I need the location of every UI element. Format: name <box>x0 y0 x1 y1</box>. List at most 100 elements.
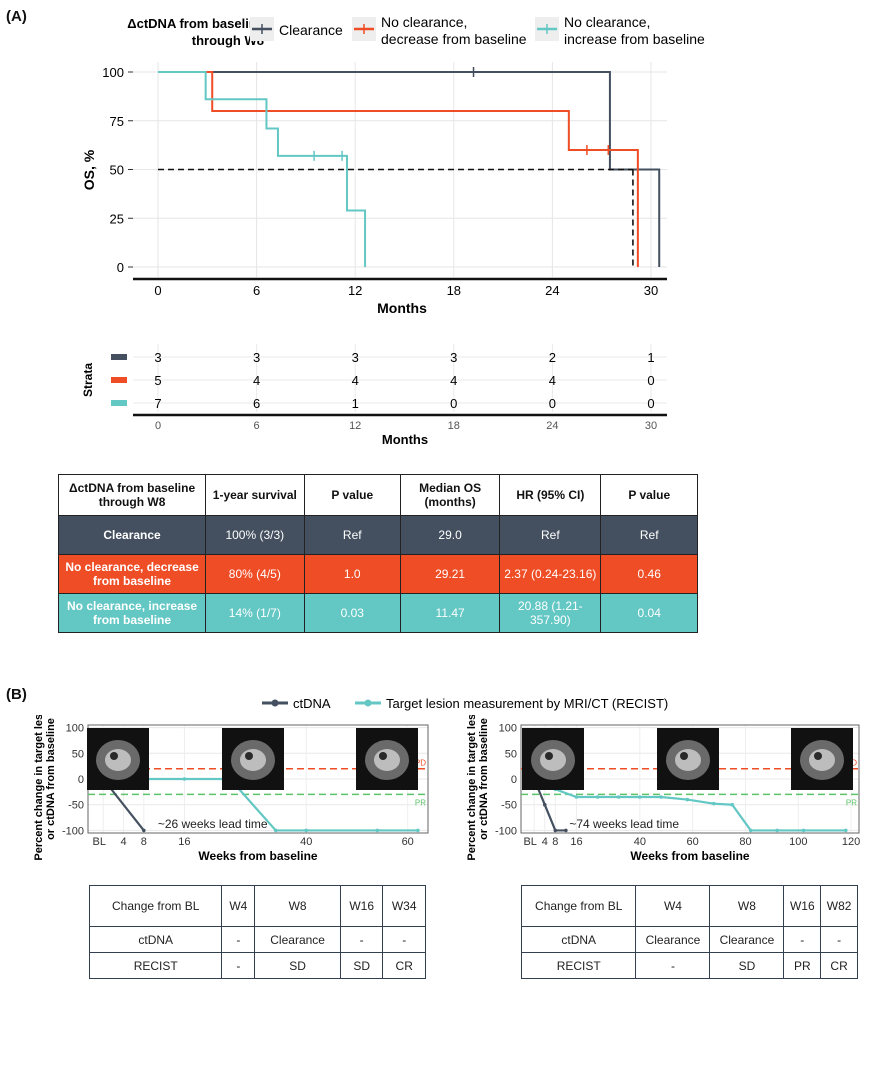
recist-point <box>711 801 716 806</box>
risk-count: 4 <box>549 373 556 388</box>
km-xtick-label: 18 <box>447 283 461 298</box>
stats-cell: No clearance, increase from baseline <box>57 593 207 633</box>
legend-decrease-line2: decrease from baseline <box>381 31 527 47</box>
lesion-xtick-label: 8 <box>552 836 558 848</box>
table-cell: W16 <box>339 885 384 927</box>
km-xtick-label: 24 <box>545 283 559 298</box>
recist-series-line <box>103 777 418 832</box>
stats-cell: Ref <box>499 515 602 555</box>
recist-point <box>748 828 753 833</box>
recist-point <box>375 828 380 833</box>
lesion-xlabel: Weeks from baseline <box>630 849 749 863</box>
recist-point <box>730 802 735 807</box>
km-axes: 0 25 50 75 100 0 6 12 18 24 30 <box>102 65 667 298</box>
table-cell: - <box>221 926 256 953</box>
legend-decrease-line1: No clearance, <box>381 14 467 30</box>
lead-time-annotation: ~74 weeks lead time <box>569 817 679 831</box>
lead-time-annotation: ~26 weeks lead time <box>158 817 268 831</box>
table-cell: W82 <box>820 885 858 927</box>
stats-cell: 0.03 <box>303 593 402 633</box>
scan-thumbnail-detail <box>379 752 387 760</box>
km-xlabel: Months <box>377 300 427 316</box>
lesion-xtick-label: BL <box>92 836 105 848</box>
lesion-ylabel-line2: or ctDNA from baseline <box>478 718 490 840</box>
table-cell: SD <box>254 952 341 979</box>
lesion-ytick-label: 100 <box>66 723 84 735</box>
scan-thumbnail-core <box>105 749 131 771</box>
km-ytick-label: 75 <box>110 114 124 129</box>
scan-thumbnail-core <box>675 749 701 771</box>
scan-thumbnail <box>222 728 284 790</box>
lesion-xtick-label: 16 <box>570 836 582 848</box>
stats-header-group: ΔctDNA from baseline through W8 <box>57 474 207 516</box>
lesion-xtick-label: 16 <box>178 836 190 848</box>
km-curves <box>158 67 661 267</box>
ctdna-point <box>542 802 547 807</box>
lesion-ylabel-line1: Percent change in target lesion <box>466 715 478 861</box>
lesion-ylabel-line2: or ctDNA from baseline <box>45 718 57 840</box>
scan-thumbnail <box>791 728 853 790</box>
risk-count: 1 <box>352 396 359 411</box>
stats-row-increase: No clearance, increase from baseline 14%… <box>57 593 698 633</box>
recist-point <box>273 828 278 833</box>
stats-cell: 100% (3/3) <box>205 515 305 555</box>
risk-xtick-label: 18 <box>448 420 460 432</box>
lesion-xlabel: Weeks from baseline <box>198 849 317 863</box>
lesion-xtick-label: BL <box>523 836 536 848</box>
stats-cell: 29.0 <box>400 515 501 555</box>
table-cell: SD <box>709 952 785 979</box>
recist-point <box>638 795 642 799</box>
pr-label: PR <box>415 798 426 807</box>
legend-b-ctdna-dot <box>271 699 279 707</box>
km-ytick-label: 50 <box>110 163 124 178</box>
risk-count: 3 <box>450 350 457 365</box>
table-cell: Clearance <box>709 926 785 953</box>
table-row: RECIST - SD SD CR <box>88 952 426 979</box>
panel-b-legend: ctDNA Target lesion measurement by MRI/C… <box>262 696 668 711</box>
scan-thumbnail-core <box>374 749 400 771</box>
legend-b-recist-dot <box>364 699 372 707</box>
panel-b-label: (B) <box>6 686 27 703</box>
table-cell: W8 <box>254 885 341 927</box>
table-row: RECIST - SD PR CR <box>520 952 858 979</box>
km-xtick-label: 0 <box>154 283 161 298</box>
scan-thumbnail <box>356 728 418 790</box>
risk-strata-swatch <box>111 377 127 383</box>
lesion-xtick-label: 60 <box>402 836 414 848</box>
km-legend-title-line2: through W8 <box>192 33 264 48</box>
table-cell: W34 <box>382 885 426 927</box>
right-response-table: Change from BL W4 W8 W16 W82 ctDNA Clear… <box>520 885 858 979</box>
stats-cell: 80% (4/5) <box>205 554 305 594</box>
recist-point <box>843 828 848 833</box>
stats-row-decrease: No clearance, decrease from baseline 80%… <box>57 554 698 594</box>
km-survival-chart: ΔctDNA from baseline through W8 Clearanc… <box>81 14 705 316</box>
stats-cell: 2.37 (0.24-23.16) <box>499 554 602 594</box>
table-cell: - <box>339 926 384 953</box>
scan-thumbnail-core <box>540 749 566 771</box>
risk-strata-swatch <box>111 354 127 360</box>
ctdna-series-line <box>533 778 566 832</box>
table-cell: W4 <box>221 885 256 927</box>
stats-cell: No clearance, decrease from baseline <box>57 554 207 594</box>
lesion-ytick-label: 50 <box>505 748 517 760</box>
stats-cell: Ref <box>600 515 698 555</box>
stats-cell: 20.88 (1.21-357.90) <box>499 593 602 633</box>
table-cell: ctDNA <box>88 926 223 953</box>
recist-point <box>685 797 690 802</box>
table-cell: Change from BL <box>88 885 223 927</box>
table-cell: Clearance <box>635 926 711 953</box>
risk-table: Strata 3 3 3 3 2 1 5 4 4 4 4 0 7 6 1 0 0 0 0 6 12 18 24 30 Mont… <box>81 344 667 447</box>
risk-count: 4 <box>450 373 457 388</box>
pd-label: PD <box>415 759 426 768</box>
left-table-header: Change from BL W4 W8 W16 W34 <box>88 885 426 927</box>
table-row: ctDNA - Clearance - - <box>88 926 426 953</box>
lesion-xtick-label: 4 <box>120 836 126 848</box>
lesion-chart-left: 100 50 0 -50 -100 BL 4 8 16 40 60 PD PR ~26 weeks lea… <box>33 715 429 863</box>
scan-thumbnail <box>657 728 719 790</box>
table-cell: - <box>783 926 822 953</box>
recist-point <box>775 828 779 833</box>
risk-count: 4 <box>253 373 260 388</box>
legend-increase-line1: No clearance, <box>564 14 650 30</box>
risk-xtick-label: 30 <box>645 420 657 432</box>
table-cell: CR <box>382 952 426 979</box>
